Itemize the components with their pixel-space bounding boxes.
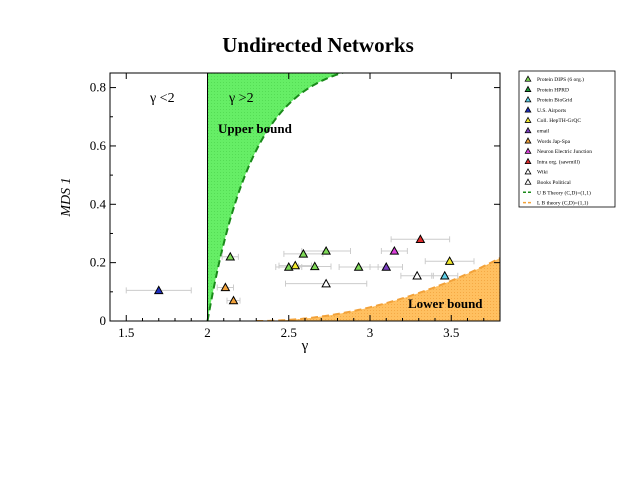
legend-label: Protein BioGrid xyxy=(537,98,573,104)
legend-marker xyxy=(524,157,532,165)
legend-marker xyxy=(524,168,532,175)
legend-marker xyxy=(524,106,532,113)
annotation-upper-bound: Upper bound xyxy=(218,121,293,136)
annotation-gamma-gt2: γ >2 xyxy=(228,91,254,106)
data-point xyxy=(321,278,331,288)
data-point xyxy=(283,261,294,271)
data-point xyxy=(381,261,392,271)
data-point xyxy=(389,245,400,255)
y-tick-label: 0.2 xyxy=(90,255,106,270)
x-tick-label: 2 xyxy=(204,325,211,340)
lower-bound-region xyxy=(256,258,500,321)
legend-label: Protein HPRD xyxy=(537,87,569,93)
legend-label: Intra org. (sawmill) xyxy=(537,158,580,165)
y-tick-label: 0.6 xyxy=(90,138,107,153)
legend-label: U B Theory (C,D)=(1,1) xyxy=(537,189,591,196)
legend-marker xyxy=(524,95,532,103)
legend-label: Words Jap-Spa xyxy=(537,139,571,145)
legend-box xyxy=(518,70,616,208)
annotation-lower-bound: Lower bound xyxy=(408,296,483,311)
data-point xyxy=(321,245,331,255)
upper-bound-region xyxy=(207,73,342,321)
x-axis-label: γ xyxy=(301,338,309,354)
annotation-gamma-lt2: γ <2 xyxy=(149,91,175,106)
y-tick-label: 0.4 xyxy=(90,196,107,211)
legend-marker xyxy=(524,75,532,82)
legend-label: L B theory (C,D)=(1,1) xyxy=(537,200,588,207)
chart-title: Undirected Networks xyxy=(222,33,414,57)
data-point xyxy=(439,270,450,280)
data-point xyxy=(298,248,309,258)
legend-marker xyxy=(524,147,532,154)
data-point xyxy=(228,295,239,305)
legend-label: Books Political xyxy=(537,180,571,186)
legend-label: Neuron Electric Junction xyxy=(537,149,592,155)
legend-label: Coll. HepTH-GrQC xyxy=(537,118,581,124)
legend-marker xyxy=(524,178,532,185)
legend-marker xyxy=(524,116,532,123)
data-point xyxy=(309,261,320,271)
legend-label: U.S. Airports xyxy=(537,108,566,114)
legend-label: email xyxy=(537,129,550,135)
y-axis-label: MDS 1 xyxy=(59,177,74,217)
legend-marker xyxy=(524,126,532,134)
data-point xyxy=(153,285,164,295)
x-tick-label: 3 xyxy=(367,325,374,340)
x-tick-label: 2.5 xyxy=(281,325,297,340)
legend-label: Protein DIPS (6 org.) xyxy=(537,76,584,83)
y-tick-label: 0 xyxy=(100,313,107,328)
lower-bound-curve xyxy=(256,257,500,321)
x-tick-label: 3.5 xyxy=(443,325,459,340)
data-point xyxy=(444,256,455,265)
data-point xyxy=(415,234,426,244)
y-tick-label: 0.8 xyxy=(90,80,106,95)
data-point xyxy=(412,270,422,280)
x-tick-label: 1.5 xyxy=(118,325,134,340)
upper-bound-curve xyxy=(206,73,346,321)
data-point xyxy=(290,260,301,270)
legend-marker xyxy=(524,137,532,144)
legend-label: Wiki xyxy=(537,170,548,176)
data-point xyxy=(225,251,236,261)
data-point xyxy=(220,282,231,292)
legend-marker xyxy=(524,85,532,92)
data-point xyxy=(353,261,364,271)
